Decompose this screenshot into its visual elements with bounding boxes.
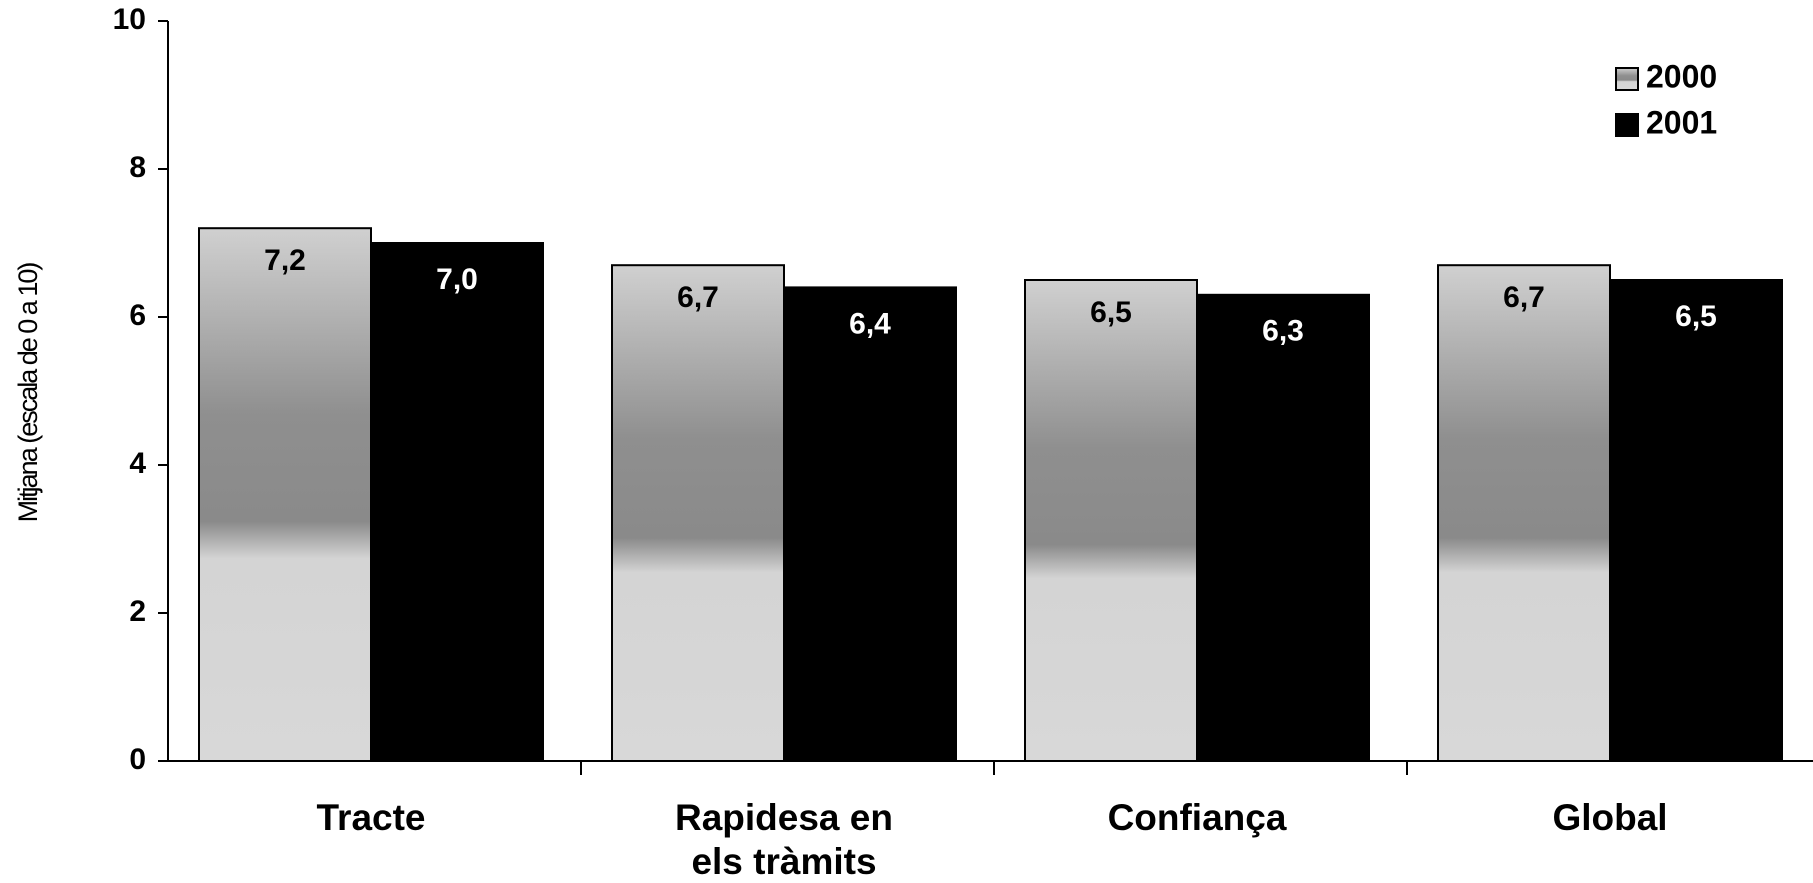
bar	[198, 227, 372, 762]
bar	[611, 264, 785, 762]
y-axis-title: Mitjana (escala de 0 a 10)	[13, 263, 43, 523]
value-label: 7,0	[436, 263, 478, 296]
value-label: 7,2	[264, 244, 306, 277]
value-label: 6,5	[1090, 296, 1132, 329]
x-tick-label: Global	[1552, 797, 1667, 838]
x-tick-label: Rapidesa en els tràmits	[675, 797, 893, 882]
bar	[1196, 293, 1370, 762]
x-tick-label: Tracte	[316, 797, 425, 838]
legend-swatch	[1615, 67, 1639, 91]
x-tick-label: Confiança	[1108, 797, 1287, 838]
y-tick-label: 6	[129, 299, 146, 332]
value-label: 6,5	[1675, 300, 1717, 333]
value-label: 6,7	[1503, 281, 1545, 314]
bar	[1024, 279, 1198, 762]
value-label: 6,4	[849, 307, 891, 340]
y-tick-label: 0	[129, 743, 146, 776]
bar	[370, 242, 544, 762]
y-tick-label: 8	[129, 151, 146, 184]
bar	[783, 286, 957, 762]
y-tick-label: 4	[129, 447, 146, 480]
legend-swatch	[1615, 113, 1639, 137]
bar	[1609, 279, 1783, 762]
value-label: 6,7	[677, 281, 719, 314]
bar	[1437, 264, 1611, 762]
y-tick-label: 10	[113, 3, 146, 36]
legend-label: 2000	[1646, 58, 1717, 94]
value-label: 6,3	[1262, 315, 1304, 348]
legend-label: 2001	[1646, 104, 1717, 140]
y-tick-label: 2	[129, 595, 146, 628]
